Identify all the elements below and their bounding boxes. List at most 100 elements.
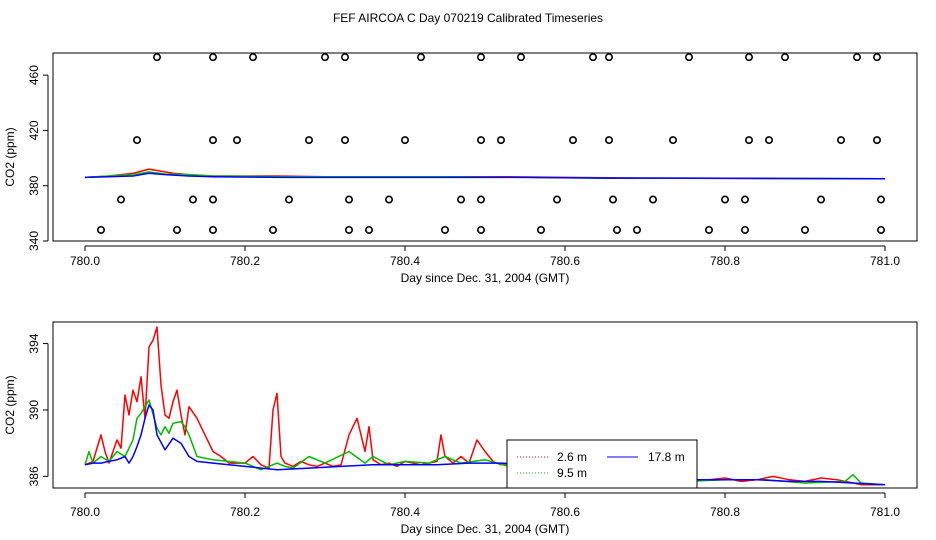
data-point (496, 136, 505, 145)
data-point (684, 53, 693, 62)
data-point (668, 136, 677, 145)
bottom-x-tick-label: 780.0 (70, 505, 100, 519)
data-point (173, 225, 182, 234)
bottom-series-line-1 (84, 399, 886, 486)
data-point (249, 53, 258, 62)
data-point (516, 53, 525, 62)
top-y-tick-label: 380 (27, 175, 41, 195)
data-point (604, 136, 613, 145)
data-point (608, 195, 617, 204)
data-point (189, 195, 198, 204)
data-point (153, 53, 162, 62)
bottom-x-axis-label: Day since Dec. 31, 2004 (GMT) (401, 522, 570, 536)
bottom-x-tick-label: 781.0 (870, 505, 900, 519)
top-y-tick-label: 340 (27, 231, 41, 251)
top-series-layer (84, 168, 886, 180)
data-point (876, 225, 885, 234)
plot-frame-top (52, 52, 918, 242)
top-series-line-2 (84, 172, 886, 180)
data-point (476, 53, 485, 62)
data-point (836, 136, 845, 145)
legend: 2.6 m 9.5 m 17.8 m (506, 439, 698, 489)
bottom-x-tick-label: 780.8 (710, 505, 740, 519)
legend-label-9-5m: 9.5 m (557, 466, 587, 480)
data-point (133, 136, 142, 145)
data-point (744, 136, 753, 145)
data-point (117, 195, 126, 204)
top-y-axis-label: CO2 (ppm) (3, 127, 17, 186)
top-x-tick-label: 780.6 (550, 254, 580, 268)
top-x-tick-label: 780.4 (390, 254, 420, 268)
bottom-series-line-0 (84, 326, 885, 486)
data-point (536, 225, 545, 234)
data-point (456, 195, 465, 204)
bottom-y-tick-label: 394 (27, 333, 41, 353)
bottom-y-axis-label: CO2 (ppm) (3, 375, 17, 434)
data-point (764, 136, 773, 145)
data-point (233, 136, 242, 145)
legend-label-2-6m: 2.6 m (557, 450, 587, 464)
bottom-x-axis: 780.0 780.2 780.4 780.6 780.8 781.0 (70, 492, 900, 519)
data-point (704, 225, 713, 234)
data-point (872, 136, 881, 145)
bottom-x-tick-label: 780.4 (390, 505, 420, 519)
plot-frame-bottom (52, 321, 918, 489)
data-point (384, 195, 393, 204)
bottom-y-tick-label: 390 (27, 400, 41, 420)
data-point (340, 53, 349, 62)
top-x-tick-label: 780.2 (230, 254, 260, 268)
bottom-x-tick-label: 780.2 (230, 505, 260, 519)
top-y-tick-label: 420 (27, 120, 41, 140)
top-x-axis: 780.0 780.2 780.4 780.6 780.8 781.0 (70, 245, 900, 268)
top-x-axis-label: Day since Dec. 31, 2004 (GMT) (401, 271, 570, 285)
data-point (209, 195, 218, 204)
legend-box (506, 439, 698, 489)
data-point (852, 53, 861, 62)
data-point (209, 53, 218, 62)
data-point (632, 225, 641, 234)
data-point (720, 195, 729, 204)
data-point (648, 195, 657, 204)
figure-title: FEF AIRCOA C Day 070219 Calibrated Times… (333, 11, 603, 25)
data-point (588, 53, 597, 62)
data-point (876, 195, 885, 204)
data-point (304, 136, 313, 145)
data-point (612, 225, 621, 234)
data-point (97, 225, 106, 234)
top-x-tick-label: 781.0 (870, 254, 900, 268)
top-y-axis: 340 380 420 460 (27, 65, 49, 251)
data-point (400, 136, 409, 145)
data-point (780, 53, 789, 62)
top-points-layer (97, 53, 885, 234)
top-x-tick-label: 780.0 (70, 254, 100, 268)
legend-label-17-8m: 17.8 m (648, 450, 685, 464)
data-point (284, 195, 293, 204)
data-point (440, 225, 449, 234)
data-point (416, 53, 425, 62)
data-point (568, 136, 577, 145)
data-point (872, 53, 881, 62)
bottom-x-tick-label: 780.6 (550, 505, 580, 519)
top-y-tick-label: 460 (27, 65, 41, 85)
bottom-series-line-2 (84, 404, 886, 486)
top-x-tick-label: 780.8 (710, 254, 740, 268)
data-point (209, 136, 218, 145)
data-point (476, 136, 485, 145)
data-point (320, 53, 329, 62)
data-point (552, 195, 561, 204)
data-point (344, 195, 353, 204)
data-point (800, 225, 809, 234)
data-point (740, 225, 749, 234)
bottom-y-axis: 386 390 394 (27, 333, 49, 486)
data-point (340, 136, 349, 145)
data-point (268, 225, 277, 234)
bottom-y-tick-label: 386 (27, 466, 41, 486)
data-point (476, 225, 485, 234)
data-point (744, 53, 753, 62)
chart-bottom: 780.0 780.2 780.4 780.6 780.8 781.0 386 390 394… (3, 321, 918, 536)
data-point (476, 195, 485, 204)
bottom-series-layer (84, 326, 886, 486)
data-point (740, 195, 749, 204)
chart-top: 780.0 780.2 780.4 780.6 780.8 781.0 340 380 420… (3, 52, 918, 285)
